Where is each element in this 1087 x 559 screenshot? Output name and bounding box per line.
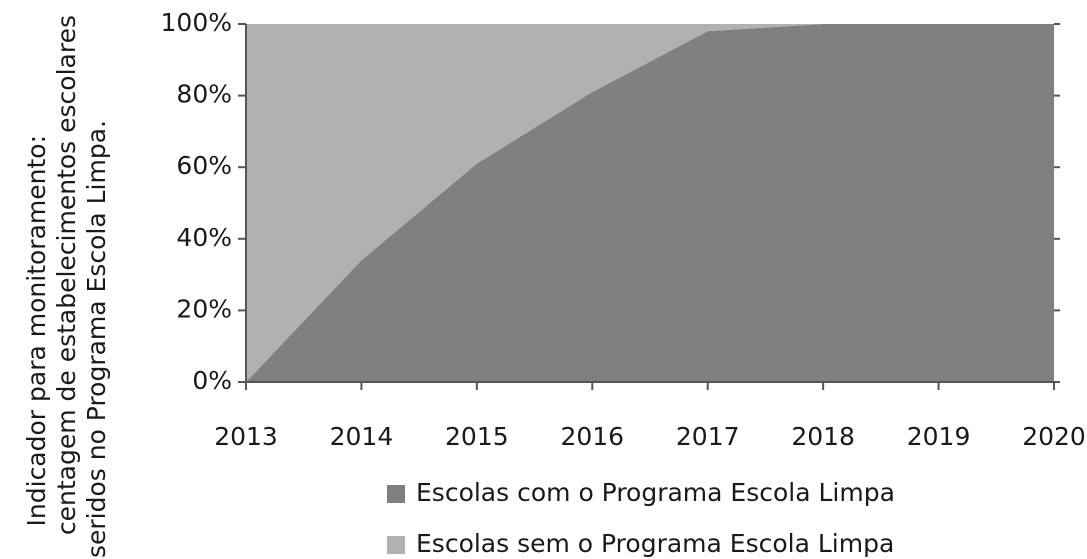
x-tick-label: 2018 [791, 422, 855, 451]
legend-swatch [387, 485, 405, 503]
y-tick-label: 60% [176, 151, 232, 180]
area [246, 24, 1054, 382]
x-tick-label: 2017 [676, 422, 740, 451]
y-tick-label: 20% [176, 294, 232, 323]
x-tick-label: 2015 [445, 422, 509, 451]
y-tick-label: 0% [192, 366, 232, 395]
legend-label: Escolas com o Programa Escola Limpa [416, 478, 895, 507]
x-tick-label: 2014 [330, 422, 394, 451]
y-tick-label: 40% [176, 223, 232, 252]
y-axis-title: seridos no Programa Escola Limpa. [82, 120, 111, 558]
legend-swatch [387, 536, 405, 554]
x-tick-label: 2020 [1022, 422, 1086, 451]
y-tick-label: 100% [161, 8, 232, 37]
y-tick-label: 80% [176, 80, 232, 109]
y-axis-title: centagem de estabelecimentos escolares [52, 15, 81, 535]
y-axis-title: Indicador para monitoramento: [22, 135, 51, 526]
area [246, 24, 1054, 382]
x-tick-label: 2013 [214, 422, 278, 451]
legend-label: Escolas sem o Programa Escola Limpa [416, 529, 894, 558]
x-tick-label: 2016 [560, 422, 624, 451]
x-tick-label: 2019 [907, 422, 971, 451]
